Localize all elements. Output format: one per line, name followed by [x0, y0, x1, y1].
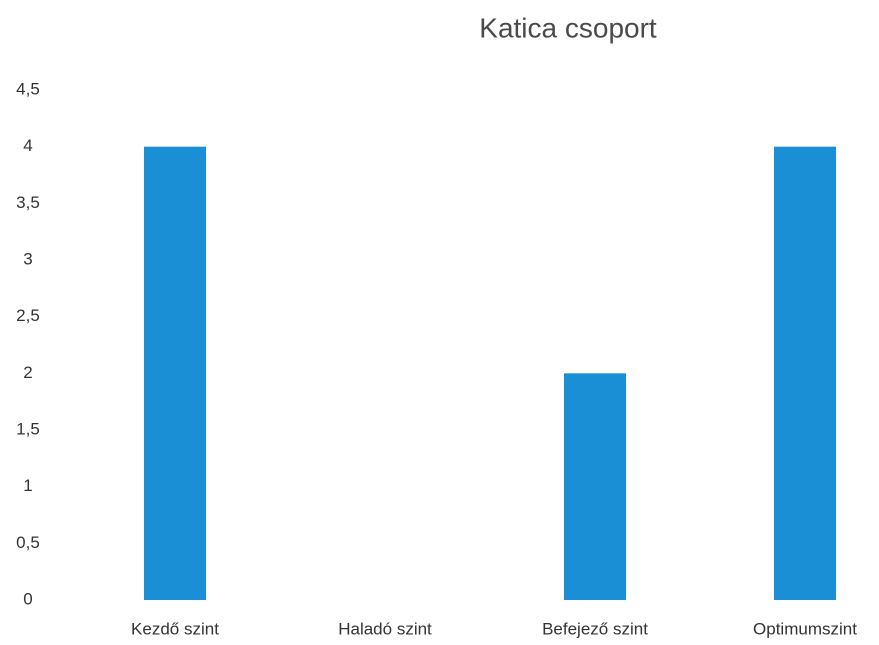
- y-tick-label: 4: [23, 136, 32, 155]
- x-tick-label: Optimumszint: [753, 619, 857, 638]
- y-tick-label: 1,5: [16, 419, 40, 438]
- x-tick-label: Haladó szint: [338, 619, 432, 638]
- y-tick-label: 4,5: [16, 79, 40, 98]
- y-tick-label: 2,5: [16, 306, 40, 325]
- chart-title: Katica csoport: [479, 12, 657, 43]
- x-tick-label: Kezdő szint: [131, 619, 219, 638]
- bar: [144, 146, 206, 600]
- bar: [564, 373, 626, 600]
- x-tick-label: Befejező szint: [542, 619, 648, 638]
- bar: [774, 146, 836, 600]
- y-tick-label: 0: [23, 589, 32, 608]
- y-tick-label: 3,5: [16, 193, 40, 212]
- y-tick-label: 1: [23, 476, 32, 495]
- y-tick-label: 2: [23, 363, 32, 382]
- y-tick-label: 3: [23, 249, 32, 268]
- y-tick-label: 0,5: [16, 533, 40, 552]
